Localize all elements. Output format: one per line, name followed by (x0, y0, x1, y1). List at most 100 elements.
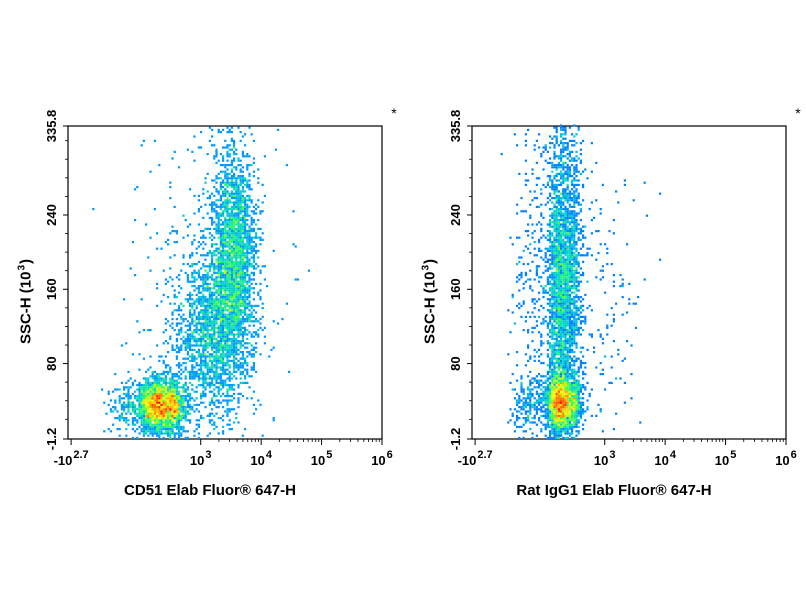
density-point (551, 351, 554, 354)
density-point (147, 256, 150, 259)
density-point (208, 375, 211, 378)
density-point (134, 397, 137, 400)
density-point (564, 421, 567, 424)
density-point (228, 177, 231, 180)
density-point (208, 432, 211, 435)
density-point (553, 238, 556, 241)
density-point (555, 423, 558, 426)
density-point (153, 384, 156, 387)
density-point (248, 234, 251, 237)
density-point (261, 201, 264, 204)
density-point (542, 397, 545, 400)
density-point (577, 289, 580, 292)
density-point (230, 168, 233, 171)
density-point (208, 353, 211, 356)
density-point (145, 377, 148, 380)
density-point (224, 232, 227, 235)
density-point (531, 388, 534, 391)
density-point (191, 302, 194, 305)
density-point (531, 381, 534, 384)
density-point (562, 340, 565, 343)
density-point (553, 219, 556, 222)
density-point (226, 346, 229, 349)
density-point (211, 390, 214, 393)
density-point (158, 355, 161, 358)
density-point (151, 430, 154, 433)
density-point (191, 331, 194, 334)
density-point (226, 377, 229, 380)
density-point (239, 219, 242, 222)
density-point (219, 375, 222, 378)
density-point (208, 216, 211, 219)
density-point (142, 384, 145, 387)
density-point (630, 397, 633, 400)
density-point (248, 247, 251, 250)
density-point (549, 399, 552, 402)
density-point (239, 225, 242, 228)
density-point (252, 368, 255, 371)
density-point (566, 287, 569, 290)
density-point (160, 388, 163, 391)
density-point (147, 403, 150, 406)
density-point (244, 300, 247, 303)
density-point (235, 357, 238, 360)
density-point (549, 309, 552, 312)
density-point (226, 199, 229, 202)
density-point (147, 384, 150, 387)
density-point (513, 408, 516, 411)
density-point (226, 210, 229, 213)
density-point (621, 296, 624, 299)
density-point (151, 406, 154, 409)
density-point (590, 335, 593, 338)
density-point (186, 278, 189, 281)
density-point (189, 359, 192, 362)
density-point (202, 370, 205, 373)
density-point (582, 384, 585, 387)
density-point (226, 390, 229, 393)
density-point (575, 346, 578, 349)
density-point (557, 425, 560, 428)
density-point (540, 421, 543, 424)
density-point (568, 432, 571, 435)
density-point (529, 379, 532, 382)
density-point (252, 227, 255, 230)
density-point (549, 408, 552, 411)
density-point (228, 183, 231, 186)
density-point (175, 333, 178, 336)
density-point (158, 359, 161, 362)
density-point (211, 381, 214, 384)
density-point (551, 414, 554, 417)
density-point (575, 344, 578, 347)
y-tick-label: 240 (44, 204, 59, 226)
density-point (549, 267, 552, 270)
density-point (593, 351, 596, 354)
density-point (562, 280, 565, 283)
density-point (560, 348, 563, 351)
density-point (560, 318, 563, 321)
density-point (513, 322, 516, 325)
density-point (529, 243, 532, 246)
density-point (573, 285, 576, 288)
density-point (158, 390, 161, 393)
density-point (224, 379, 227, 382)
density-point (171, 399, 174, 402)
density-point (557, 434, 560, 437)
density-point (162, 331, 165, 334)
density-point (250, 397, 253, 400)
density-point (222, 214, 225, 217)
density-point (134, 406, 137, 409)
density-point (571, 388, 574, 391)
density-point (134, 417, 137, 420)
plot-frame (471, 125, 787, 440)
density-point (551, 335, 554, 338)
density-point (208, 315, 211, 318)
density-point (222, 425, 225, 428)
density-point (228, 408, 231, 411)
density-point (197, 322, 200, 325)
density-point (571, 271, 574, 274)
density-point (173, 289, 176, 292)
density-point (224, 241, 227, 244)
density-point (193, 269, 196, 272)
density-point (250, 230, 253, 233)
density-point (564, 366, 567, 369)
